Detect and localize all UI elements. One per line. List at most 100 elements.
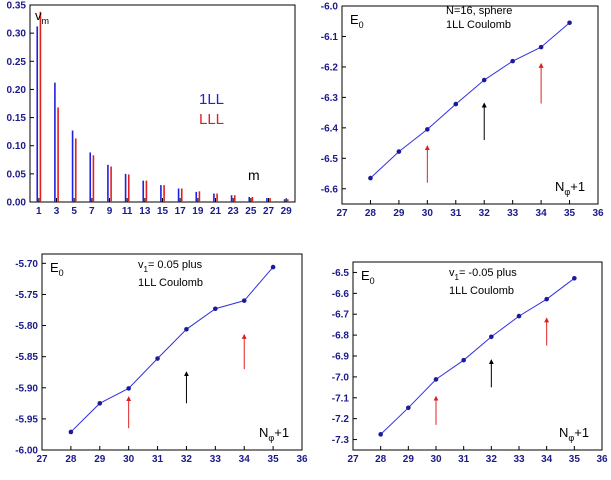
data-point	[368, 175, 373, 181]
x-tick-label: 23	[228, 206, 240, 217]
y-tick-label: -5.85	[15, 352, 38, 363]
bar-1ll	[142, 180, 145, 202]
x-axis-label: Nφ+1	[259, 425, 289, 443]
bar-lll	[163, 185, 165, 202]
x-tick-label: 17	[175, 206, 187, 217]
bar-lll	[180, 188, 183, 202]
x-tick-label: 28	[65, 454, 77, 465]
x-tick-label: 25	[245, 206, 257, 217]
data-point	[155, 356, 160, 361]
bar-lll	[198, 191, 201, 202]
y-tick-label: -6.00	[15, 446, 38, 457]
bar-lll	[251, 196, 254, 202]
x-tick-label: 9	[107, 206, 113, 217]
x-tick-label: 29	[403, 454, 415, 465]
plot-frame	[41, 253, 303, 451]
x-axis-label: m	[248, 167, 260, 183]
y-tick-label: -5.70	[15, 259, 38, 270]
bar-1ll	[71, 130, 74, 202]
y-tick-label: 0.05	[7, 169, 27, 180]
y-tick-label: -7.0	[332, 372, 350, 383]
legend-entry-1ll: 1LL	[199, 91, 224, 108]
x-tick-label: 32	[181, 454, 193, 465]
bar-1ll	[248, 196, 251, 202]
y-axis-label: E0	[361, 268, 375, 286]
bar-1ll	[124, 173, 127, 202]
panel-e0-minus-005: -6.5 -6.6 -6.7 -6.8 -6.9 -7.0 -7.1 -7.2 -7.3 27 28…	[332, 261, 608, 465]
data-point	[213, 306, 218, 312]
x-tick-label: 28	[375, 454, 387, 465]
y-tick-label: -7.3	[332, 435, 350, 446]
bar-lll	[233, 195, 236, 202]
plot-frame	[341, 5, 599, 205]
x-tick-label: 21	[210, 206, 222, 217]
data-point	[378, 432, 383, 437]
y-tick-label: 0.00	[7, 198, 27, 209]
bar-lll	[216, 193, 218, 202]
y-tick-label: -6.7	[332, 310, 350, 321]
bar-1ll	[160, 185, 162, 202]
x-tick-label: 30	[422, 208, 434, 219]
bar-lll	[286, 199, 289, 202]
y-axis-label: E0	[50, 260, 64, 278]
bar-1ll	[230, 195, 233, 202]
data-point	[396, 149, 402, 154]
x-axis-label: Nφ+1	[559, 425, 589, 443]
x-tick-label: 30	[430, 454, 442, 465]
bar-lll	[39, 11, 42, 202]
x-tick-label: 27	[36, 454, 48, 465]
x-tick-label: 29	[393, 208, 405, 219]
panel-e0-sphere: -6.0 -6.1 -6.2 -6.3 -6.4 -6.5 -6.6 27 28 29 30 31 32…	[321, 2, 604, 220]
y-tick-label: 0.10	[7, 141, 27, 152]
data-point	[184, 326, 189, 332]
bar-lll	[269, 198, 271, 202]
bar-1ll	[177, 188, 180, 202]
series-line	[370, 22, 570, 179]
x-tick-label: 29	[94, 454, 106, 465]
y-tick-label: -6.6	[332, 289, 350, 300]
bar-lll	[74, 138, 77, 202]
data-point	[510, 58, 515, 64]
bar-lll	[127, 174, 130, 202]
data-point	[406, 405, 411, 411]
data-point	[425, 127, 430, 132]
bar-1ll	[195, 191, 198, 202]
data-point	[544, 296, 549, 302]
y-tick-label: -6.0	[321, 2, 339, 13]
x-tick-label: 33	[507, 208, 519, 219]
bar-lll	[57, 107, 59, 202]
x-tick-label: 15	[157, 206, 169, 217]
bar-lll	[110, 166, 112, 202]
y-tick-label: 0.30	[7, 29, 27, 40]
x-tick-label: 35	[569, 454, 581, 465]
series-line	[70, 266, 274, 433]
x-tick-label: 32	[486, 454, 498, 465]
y-tick-label: -6.4	[321, 123, 339, 134]
x-tick-label: 19	[192, 206, 204, 217]
data-point	[572, 275, 577, 281]
y-axis-label: vm	[35, 8, 49, 26]
x-tick-label: 32	[479, 208, 491, 219]
y-tick-label: -6.9	[332, 352, 350, 363]
x-tick-label: 27	[263, 206, 275, 217]
x-tick-label: 35	[268, 454, 280, 465]
x-tick-label: 34	[536, 208, 548, 219]
data-point	[97, 401, 103, 406]
x-tick-label: 27	[347, 454, 359, 465]
legend-entry-lll: LLL	[199, 111, 224, 128]
annotation-line: v1= -0.05 plus	[449, 267, 517, 282]
x-tick-label: 35	[564, 208, 576, 219]
x-axis-label: Nφ+1	[555, 179, 585, 197]
y-tick-label: -5.95	[15, 414, 38, 425]
x-tick-label: 34	[541, 454, 553, 465]
x-tick-label: 30	[123, 454, 135, 465]
series-line	[380, 277, 575, 435]
x-tick-label: 31	[458, 454, 470, 465]
bar-1ll	[107, 164, 109, 202]
y-tick-label: 0.35	[7, 1, 27, 12]
y-axis-label: E0	[350, 12, 364, 30]
x-tick-label: 36	[592, 208, 604, 219]
x-tick-label: 36	[296, 454, 308, 465]
